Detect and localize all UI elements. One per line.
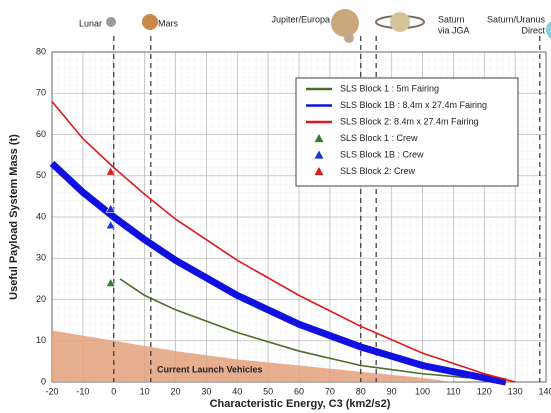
y-tick-label: 10 <box>36 335 46 345</box>
legend-swatch <box>314 150 324 159</box>
legend-label: SLS Block 1 : Crew <box>340 133 418 143</box>
y-tick-label: 0 <box>41 376 46 386</box>
series-line <box>49 160 507 386</box>
legend-label: SLS Block 1 : 5m Fairing <box>340 83 439 93</box>
x-tick-label: -10 <box>76 386 89 396</box>
y-tick-label: 80 <box>36 46 46 56</box>
x-axis-label: Characteristic Energy, C3 (km2/s2) <box>210 398 391 410</box>
area-label: Current Launch Vehicles <box>157 364 263 374</box>
x-tick-label: 10 <box>140 386 150 396</box>
x-tick-label: 130 <box>508 386 523 396</box>
destination-label: Lunar <box>79 18 102 28</box>
y-tick-label: 20 <box>36 294 46 304</box>
destination-label: Saturn <box>438 14 465 24</box>
x-tick-label: 140 <box>538 386 551 396</box>
destination-label: Saturn/Uranus <box>487 14 546 24</box>
x-tick-label: 70 <box>325 386 335 396</box>
destination-label: Mars <box>158 18 178 28</box>
jupiter-icon <box>331 9 359 37</box>
legend-swatch <box>314 167 324 176</box>
x-tick-label: 0 <box>111 386 116 396</box>
legend-label: SLS Block 2: 8.4m x 27.4m Fairing <box>340 116 479 126</box>
x-tick-label: 60 <box>294 386 304 396</box>
y-tick-label: 70 <box>36 88 46 98</box>
y-tick-label: 30 <box>36 253 46 263</box>
mars-icon <box>142 14 158 30</box>
destination-label: Jupiter/Europa <box>271 14 330 24</box>
legend-label: SLS Block 2: Crew <box>340 166 416 176</box>
x-tick-label: 50 <box>263 386 273 396</box>
destination-label: Direct <box>521 25 545 35</box>
legend-label: SLS Block 1B : 8.4m x 27.4m Fairing <box>340 100 487 110</box>
legend-swatch <box>314 134 324 143</box>
x-tick-label: 80 <box>356 386 366 396</box>
y-axis-label: Useful Payload System Mass (t) <box>8 134 20 300</box>
crew-point <box>105 277 116 287</box>
destination-label: via JGA <box>438 25 470 35</box>
x-tick-label: 120 <box>477 386 492 396</box>
area <box>52 330 454 382</box>
x-tick-label: 40 <box>232 386 242 396</box>
x-tick-label: -20 <box>45 386 58 396</box>
y-tick-label: 40 <box>36 211 46 221</box>
uranus-icon <box>546 21 551 39</box>
x-tick-label: 20 <box>170 386 180 396</box>
x-tick-label: 100 <box>415 386 430 396</box>
saturn-icon <box>390 12 410 32</box>
crew-point <box>105 166 116 176</box>
crew-point <box>105 203 116 213</box>
legend-box <box>295 77 519 187</box>
y-tick-label: 50 <box>36 170 46 180</box>
moon-icon <box>106 17 116 27</box>
x-tick-label: 90 <box>387 386 397 396</box>
x-tick-label: 30 <box>201 386 211 396</box>
series-line <box>51 100 516 383</box>
europa-icon <box>344 33 354 43</box>
series-line <box>119 278 469 379</box>
legend-label: SLS Block 1B : Crew <box>340 149 424 159</box>
crew-point <box>105 220 116 230</box>
x-tick-label: 110 <box>446 386 460 396</box>
y-tick-label: 60 <box>36 129 46 139</box>
